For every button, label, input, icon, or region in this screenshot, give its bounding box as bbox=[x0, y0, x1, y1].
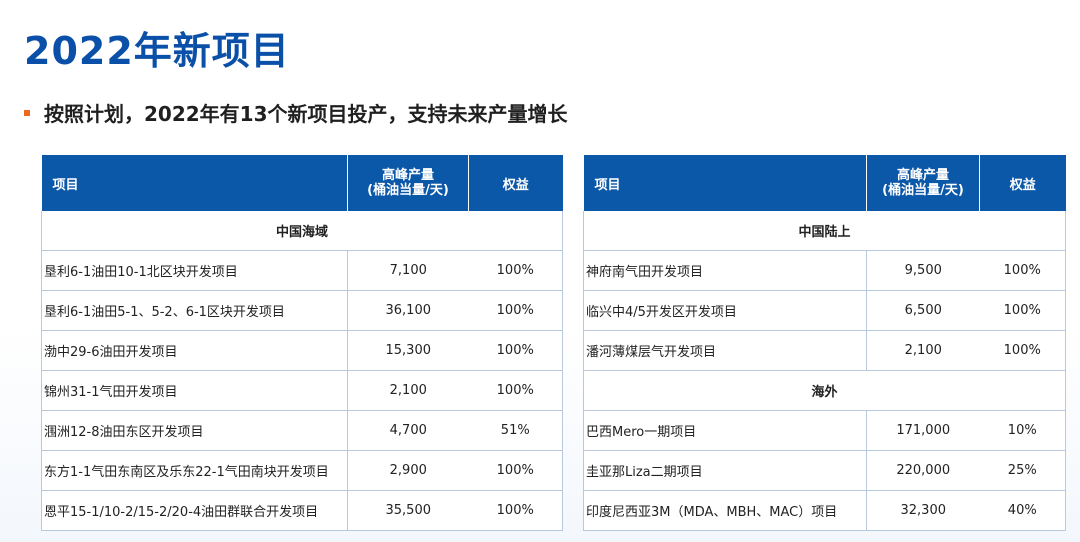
table-row: 印度尼西亚3M（MDA、MBH、MAC）项目 32,300 40% bbox=[583, 490, 1066, 531]
table-header-row: 项目 高峰产量 (桶油当量/天) 权益 bbox=[41, 155, 563, 211]
subtitle: 按照计划，2022年有13个新项目投产，支持未来产量增长 bbox=[44, 102, 568, 126]
project-name: 潘河薄煤层气开发项目 bbox=[583, 330, 867, 371]
equity-share: 100% bbox=[468, 290, 563, 331]
header-peak-line2: (桶油当量/天) bbox=[367, 183, 449, 198]
project-name: 恩平15-1/10-2/15-2/20-4油田群联合开发项目 bbox=[41, 490, 348, 531]
header-peak-line1: 高峰产量 bbox=[896, 168, 949, 183]
equity-share: 100% bbox=[468, 330, 563, 371]
equity-share: 100% bbox=[468, 250, 563, 291]
peak-output: 7,100 bbox=[347, 250, 469, 291]
table-row: 临兴中4/5开发区开发项目 6,500 100% bbox=[583, 290, 1066, 331]
project-name: 印度尼西亚3M（MDA、MBH、MAC）项目 bbox=[583, 490, 867, 531]
header-peak-line1: 高峰产量 bbox=[381, 168, 434, 183]
equity-share: 100% bbox=[468, 490, 563, 531]
project-name: 垦利6-1油田10-1北区块开发项目 bbox=[41, 250, 348, 291]
equity-share: 100% bbox=[979, 330, 1066, 371]
bullet-square-icon bbox=[24, 109, 30, 116]
header-peak: 高峰产量 (桶油当量/天) bbox=[347, 155, 469, 211]
equity-share: 100% bbox=[979, 290, 1066, 331]
project-name: 圭亚那Liza二期项目 bbox=[583, 450, 867, 491]
project-name: 巴西Mero一期项目 bbox=[583, 410, 867, 451]
offshore-projects-table: 项目 高峰产量 (桶油当量/天) 权益 中国海域 垦利6-1油田10-1北区块开… bbox=[41, 155, 563, 531]
equity-share: 10% bbox=[979, 410, 1066, 451]
table-row: 神府南气田开发项目 9,500 100% bbox=[583, 250, 1066, 291]
table-row: 锦州31-1气田开发项目 2,100 100% bbox=[41, 370, 563, 411]
equity-share: 100% bbox=[468, 370, 563, 411]
project-name: 锦州31-1气田开发项目 bbox=[41, 370, 348, 411]
peak-output: 32,300 bbox=[866, 490, 980, 531]
header-equity: 权益 bbox=[979, 155, 1066, 211]
header-equity: 权益 bbox=[468, 155, 563, 211]
table-row: 渤中29-6油田开发项目 15,300 100% bbox=[41, 330, 563, 371]
peak-output: 2,100 bbox=[347, 370, 469, 411]
table-row: 涠洲12-8油田东区开发项目 4,700 51% bbox=[41, 410, 563, 451]
header-peak: 高峰产量 (桶油当量/天) bbox=[866, 155, 980, 211]
section-row: 中国陆上 bbox=[583, 211, 1066, 251]
header-peak-line2: (桶油当量/天) bbox=[882, 183, 964, 198]
table-row: 垦利6-1油田10-1北区块开发项目 7,100 100% bbox=[41, 250, 563, 291]
equity-share: 100% bbox=[979, 250, 1066, 291]
equity-share: 40% bbox=[979, 490, 1066, 531]
equity-share: 100% bbox=[468, 450, 563, 491]
peak-output: 171,000 bbox=[866, 410, 980, 451]
section-label: 中国海域 bbox=[41, 211, 563, 251]
section-label: 海外 bbox=[583, 370, 1066, 411]
peak-output: 9,500 bbox=[866, 250, 980, 291]
peak-output: 4,700 bbox=[347, 410, 469, 451]
equity-share: 25% bbox=[979, 450, 1066, 491]
project-name: 临兴中4/5开发区开发项目 bbox=[583, 290, 867, 331]
peak-output: 35,500 bbox=[347, 490, 469, 531]
project-name: 神府南气田开发项目 bbox=[583, 250, 867, 291]
project-name: 垦利6-1油田5-1、5-2、6-1区块开发项目 bbox=[41, 290, 348, 331]
project-name: 涠洲12-8油田东区开发项目 bbox=[41, 410, 348, 451]
project-name: 渤中29-6油田开发项目 bbox=[41, 330, 348, 371]
peak-output: 220,000 bbox=[866, 450, 980, 491]
peak-output: 2,900 bbox=[347, 450, 469, 491]
table-row: 圭亚那Liza二期项目 220,000 25% bbox=[583, 450, 1066, 491]
section-label: 中国陆上 bbox=[583, 211, 1066, 251]
section-row: 中国海域 bbox=[41, 211, 563, 251]
page-title: 2022年新项目 bbox=[24, 29, 290, 73]
table-row: 潘河薄煤层气开发项目 2,100 100% bbox=[583, 330, 1066, 371]
peak-output: 2,100 bbox=[866, 330, 980, 371]
peak-output: 15,300 bbox=[347, 330, 469, 371]
table-header-row: 项目 高峰产量 (桶油当量/天) 权益 bbox=[583, 155, 1066, 211]
peak-output: 6,500 bbox=[866, 290, 980, 331]
header-project: 项目 bbox=[41, 155, 348, 211]
table-row: 巴西Mero一期项目 171,000 10% bbox=[583, 410, 1066, 451]
peak-output: 36,100 bbox=[347, 290, 469, 331]
header-project: 项目 bbox=[583, 155, 867, 211]
table-row: 恩平15-1/10-2/15-2/20-4油田群联合开发项目 35,500 10… bbox=[41, 490, 563, 531]
equity-share: 51% bbox=[468, 410, 563, 451]
section-row: 海外 bbox=[583, 370, 1066, 411]
project-name: 东方1-1气田东南区及乐东22-1气田南块开发项目 bbox=[41, 450, 348, 491]
table-row: 东方1-1气田东南区及乐东22-1气田南块开发项目 2,900 100% bbox=[41, 450, 563, 491]
onshore-overseas-projects-table: 项目 高峰产量 (桶油当量/天) 权益 中国陆上 神府南气田开发项目 9,500… bbox=[583, 155, 1066, 531]
table-row: 垦利6-1油田5-1、5-2、6-1区块开发项目 36,100 100% bbox=[41, 290, 563, 331]
subtitle-row: 按照计划，2022年有13个新项目投产，支持未来产量增长 bbox=[24, 98, 568, 127]
